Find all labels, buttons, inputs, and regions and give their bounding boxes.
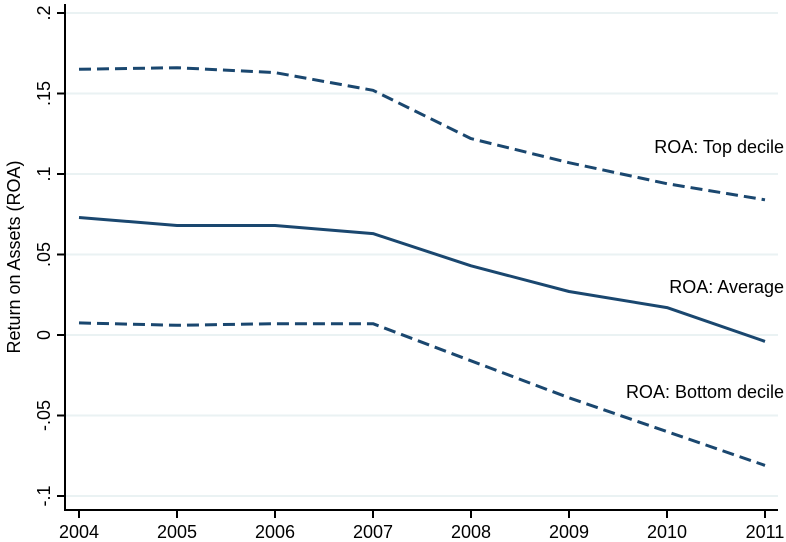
y-tick-label: -.1 — [34, 485, 54, 506]
series-line-roa-top-decile — [78, 66, 766, 202]
label-top-decile: ROA: Top decile — [654, 137, 784, 157]
y-tick-label: .05 — [34, 242, 54, 267]
y-tick-label: .15 — [34, 81, 54, 106]
x-tick-label: 2006 — [255, 522, 295, 542]
series-labels: ROA: Top decile ROA: Average ROA: Bottom… — [626, 137, 784, 402]
axes — [64, 4, 778, 511]
x-axis-ticks: 2004 2005 2006 2007 2008 2009 2010 2011 — [59, 510, 784, 542]
label-average: ROA: Average — [669, 277, 784, 297]
x-tick-label: 2011 — [746, 522, 785, 542]
x-tick-label: 2004 — [59, 522, 99, 542]
x-tick-label: 2008 — [451, 522, 491, 542]
y-tick-label: .2 — [34, 5, 54, 20]
gridlines — [66, 12, 778, 497]
y-tick-label: 0 — [34, 330, 54, 340]
y-axis-title: Return on Assets (ROA) — [4, 160, 24, 353]
series-line-roa-bottom-decile — [78, 321, 766, 467]
y-tick-label: .1 — [34, 166, 54, 181]
x-tick-label: 2005 — [157, 522, 197, 542]
series-lines — [78, 66, 766, 467]
series-line-roa-average — [78, 216, 766, 343]
x-tick-label: 2010 — [647, 522, 687, 542]
x-tick-label: 2007 — [353, 522, 393, 542]
y-tick-label: -.05 — [34, 400, 54, 431]
y-axis-ticks: -.1 -.05 0 .05 .1 .15 .2 — [34, 5, 65, 507]
label-bottom-decile: ROA: Bottom decile — [626, 382, 784, 402]
x-tick-label: 2009 — [549, 522, 589, 542]
